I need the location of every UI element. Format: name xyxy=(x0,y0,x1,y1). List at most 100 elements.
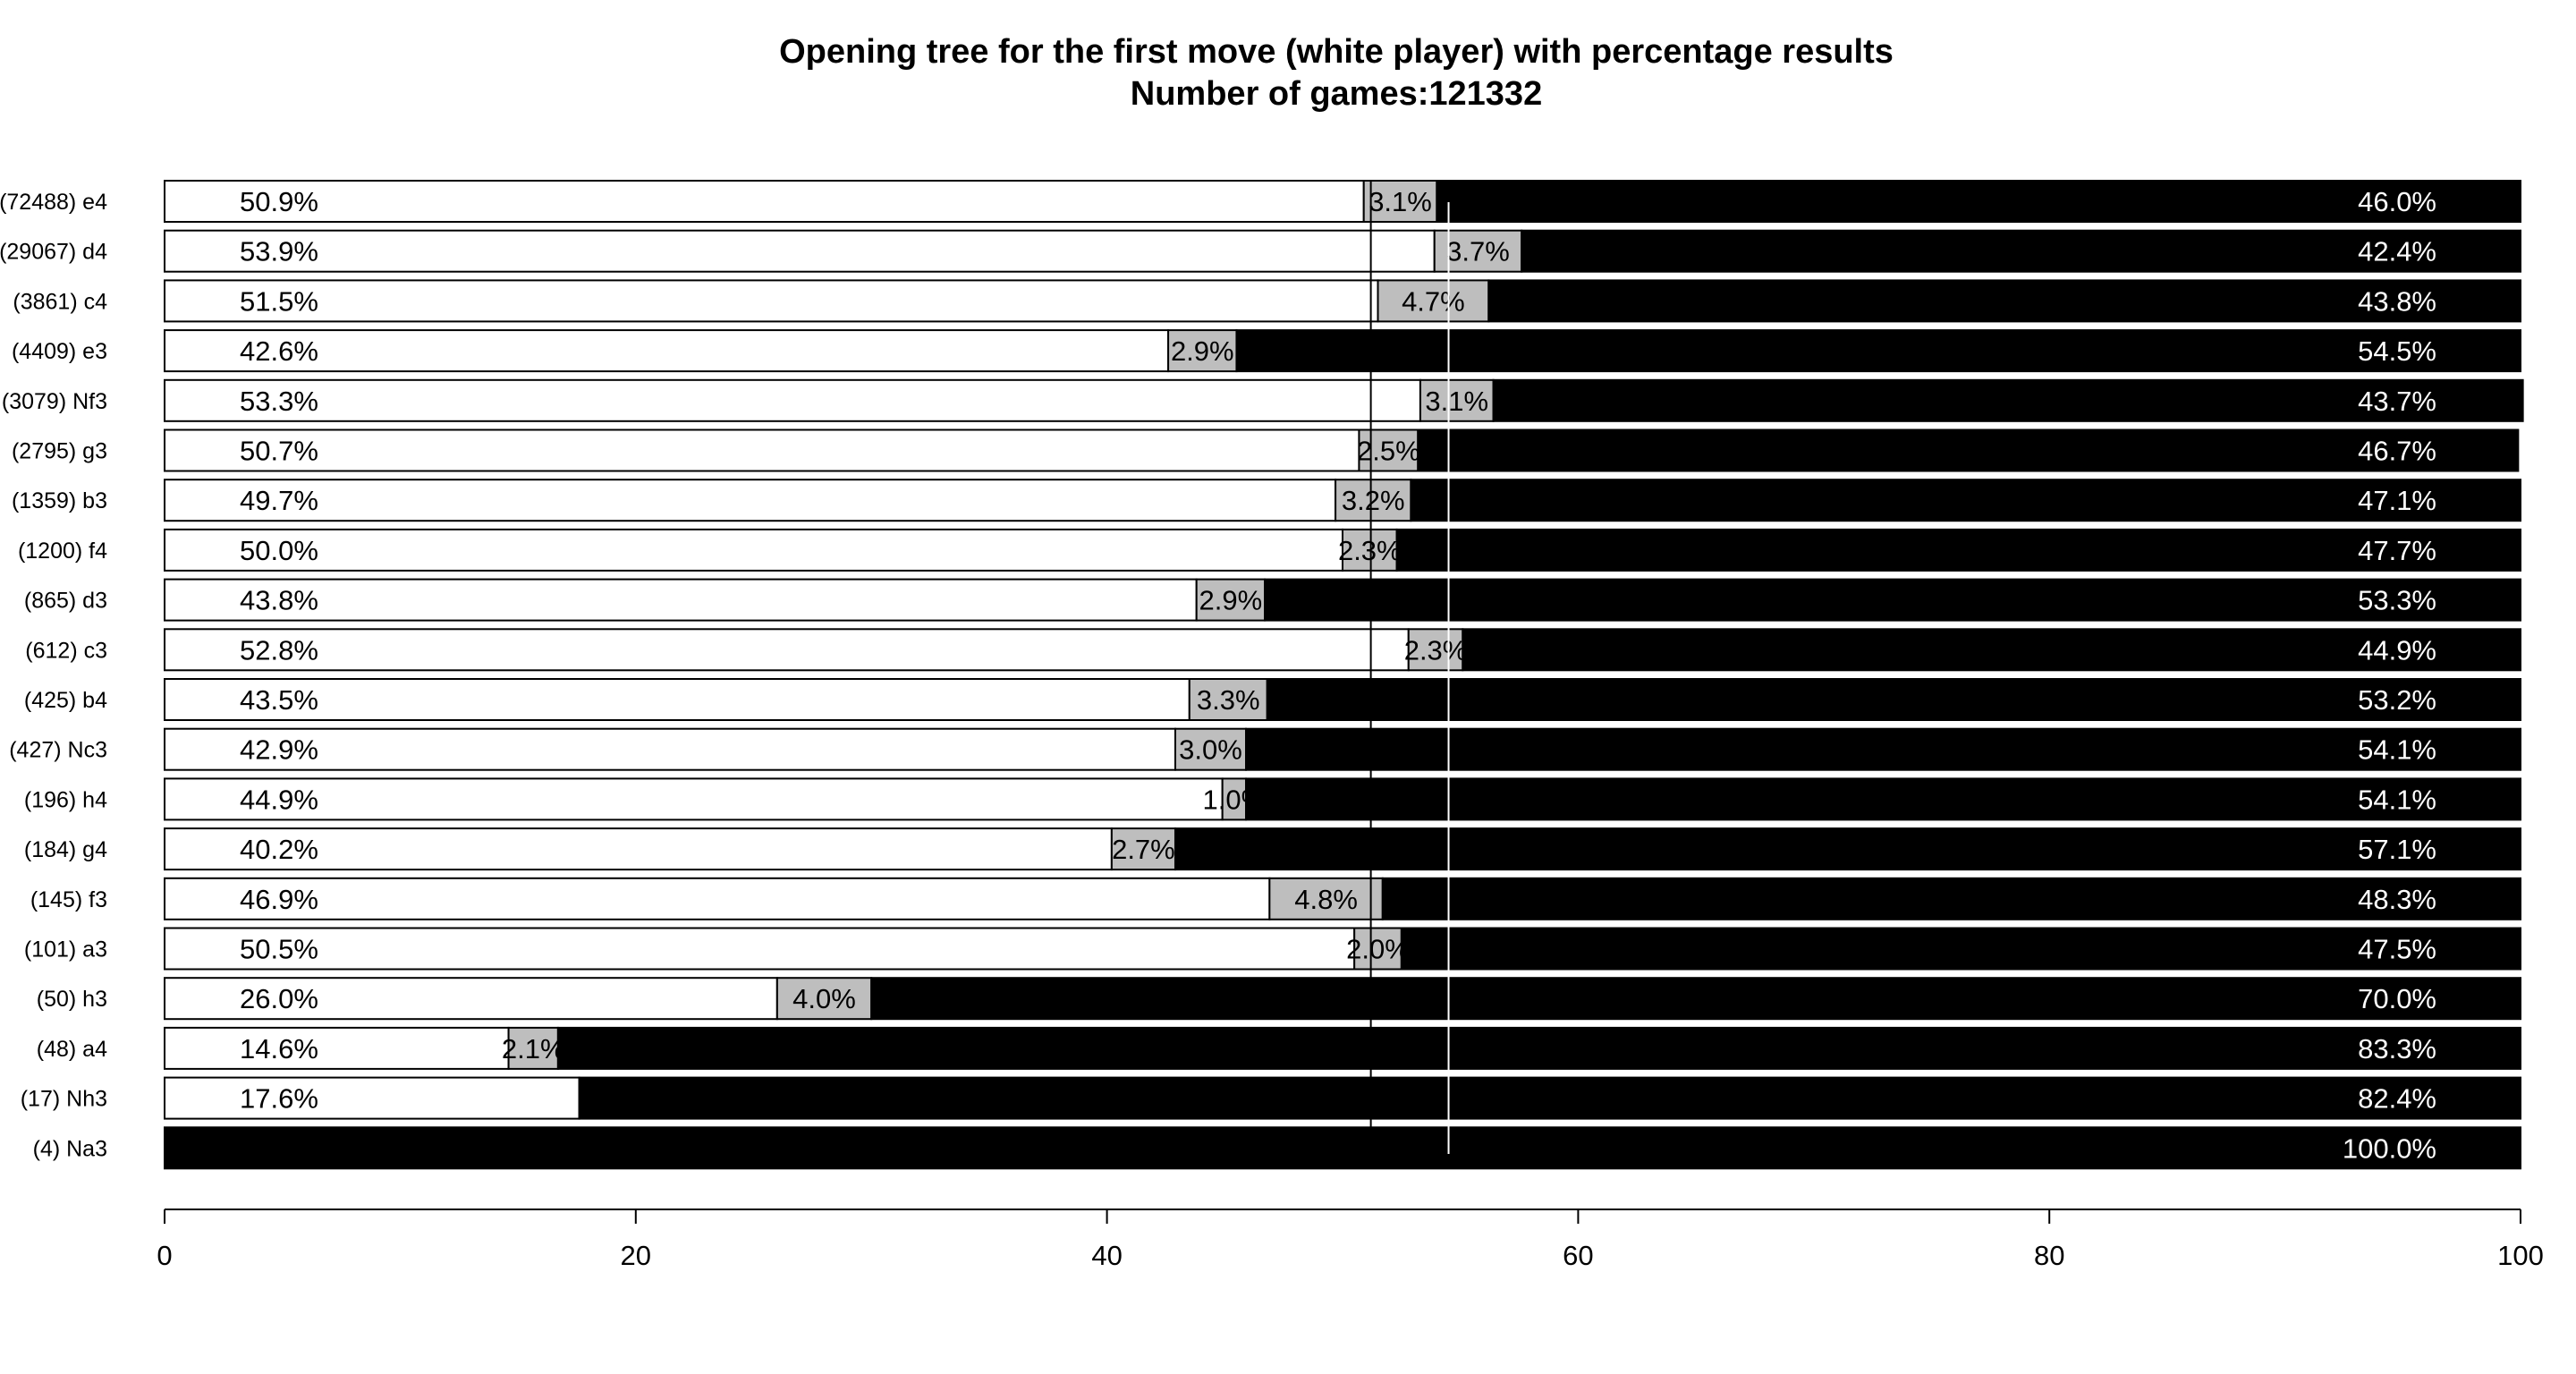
bar-black-win xyxy=(1462,628,2521,672)
label-white-win: 14.6% xyxy=(240,1033,318,1064)
bar-black-win xyxy=(1245,727,2521,771)
row-label: (4409) e3 xyxy=(12,339,107,364)
reference-lines-group xyxy=(1369,181,1450,1154)
label-black-win: 53.3% xyxy=(2358,585,2436,616)
label-black-win: 46.0% xyxy=(2358,186,2436,217)
bar-draw xyxy=(1335,479,1412,522)
label-white-win: 42.9% xyxy=(240,734,318,766)
row-label: (427) Nc3 xyxy=(9,738,107,763)
label-black-win: 57.1% xyxy=(2358,834,2436,865)
label-black-win: 54.1% xyxy=(2358,784,2436,815)
label-black-win: 83.3% xyxy=(2358,1033,2436,1064)
label-black-win: 54.5% xyxy=(2358,335,2436,367)
bar-white-win xyxy=(164,678,1191,721)
bar-black-win xyxy=(1436,180,2521,223)
bar-black-win xyxy=(1410,479,2521,522)
bar-draw xyxy=(1353,927,1402,971)
label-draw: 3.2% xyxy=(1342,485,1405,516)
bar-draw xyxy=(775,977,873,1021)
bar-white-win xyxy=(164,777,1224,821)
x-tick-label: 20 xyxy=(621,1240,651,1271)
label-draw: 4.8% xyxy=(1294,884,1358,915)
bar-black-win xyxy=(578,1076,2521,1120)
x-tick-label: 100 xyxy=(2497,1240,2544,1271)
label-draw: 2.3% xyxy=(1404,634,1468,666)
row-label: (3861) c4 xyxy=(13,289,107,314)
label-black-win: 47.5% xyxy=(2358,934,2436,965)
row-label: (612) c3 xyxy=(25,638,107,663)
label-black-win: 100.0% xyxy=(2343,1132,2436,1164)
label-draw: 2.1% xyxy=(502,1033,565,1064)
label-draw: 2.7% xyxy=(1112,834,1175,865)
bar-draw xyxy=(507,1026,559,1070)
label-black-win: 42.4% xyxy=(2358,236,2436,267)
label-draw: 2.9% xyxy=(1199,585,1263,616)
label-black-win: 54.1% xyxy=(2358,734,2436,766)
bar-black-win xyxy=(164,1126,2521,1170)
bar-draw xyxy=(1167,329,1238,373)
label-draw: 2.3% xyxy=(1338,535,1402,566)
label-draw: 3.1% xyxy=(1368,186,1432,217)
row-label: (17) Nh3 xyxy=(21,1087,107,1112)
bar-black-win xyxy=(1245,777,2521,821)
label-white-win: 52.8% xyxy=(240,634,318,666)
label-draw: 2.9% xyxy=(1171,335,1234,367)
label-white-win: 53.9% xyxy=(240,236,318,267)
row-label: (2795) g3 xyxy=(12,439,107,464)
bar-white-win xyxy=(164,628,1410,672)
label-black-win: 82.4% xyxy=(2358,1083,2436,1115)
label-draw: 2.5% xyxy=(1357,436,1420,467)
label-white-win: 46.9% xyxy=(240,884,318,915)
label-black-win: 43.7% xyxy=(2358,386,2436,417)
x-tick-label: 60 xyxy=(1563,1240,1593,1271)
label-black-win: 70.0% xyxy=(2358,983,2436,1014)
bar-black-win xyxy=(1492,378,2524,422)
row-label: (184) g4 xyxy=(24,837,107,862)
label-white-win: 50.7% xyxy=(240,436,318,467)
label-white-win: 43.8% xyxy=(240,585,318,616)
label-draw: 1.0% xyxy=(1203,784,1267,815)
label-white-win: 50.5% xyxy=(240,934,318,965)
row-label: (1200) f4 xyxy=(18,539,107,564)
label-white-win: 17.6% xyxy=(240,1083,318,1115)
x-axis: 0 20 40 60 80 100 xyxy=(157,1209,2544,1271)
row-label: (29067) d4 xyxy=(0,240,107,265)
label-black-win: 47.1% xyxy=(2358,485,2436,516)
bar-draw xyxy=(1110,827,1176,871)
row-label: (3079) Nf3 xyxy=(2,389,107,414)
label-draw: 3.1% xyxy=(1425,386,1488,417)
chart-subtitle: Number of games:121332 xyxy=(1131,75,1542,113)
row-labels-group: (72488) e4 (29067) d4 (3861) c4 (4409) e3 (3… xyxy=(0,190,107,1161)
bar-black-win xyxy=(1266,678,2521,721)
bar-white-win xyxy=(164,528,1343,572)
row-label: (865) d3 xyxy=(24,589,107,614)
row-label: (48) a4 xyxy=(37,1037,107,1062)
bar-black-win xyxy=(1487,279,2521,323)
label-black-win: 44.9% xyxy=(2358,634,2436,666)
bar-white-win xyxy=(164,279,1379,323)
bar-black-win xyxy=(1381,877,2521,920)
label-white-win: 49.7% xyxy=(240,485,318,516)
bars-group xyxy=(164,180,2524,1170)
bar-black-win xyxy=(1174,827,2521,871)
bar-black-win xyxy=(1264,578,2521,622)
bar-white-win xyxy=(164,1026,510,1070)
bar-black-win xyxy=(1400,927,2521,971)
bar-white-win xyxy=(164,428,1360,472)
bar-black-win xyxy=(870,977,2522,1021)
bar-draw xyxy=(1195,578,1267,622)
x-tick-label: 80 xyxy=(2034,1240,2064,1271)
bar-draw xyxy=(1362,180,1438,223)
label-draw: 4.0% xyxy=(792,983,856,1014)
bar-draw xyxy=(1221,777,1248,821)
x-tick-label: 40 xyxy=(1091,1240,1122,1271)
label-white-win: 43.5% xyxy=(240,684,318,716)
bar-white-win xyxy=(164,479,1337,522)
bar-draw xyxy=(1342,528,1398,572)
label-draw: 3.7% xyxy=(1446,236,1510,267)
bar-white-win xyxy=(164,329,1170,373)
label-white-win: 53.3% xyxy=(240,386,318,417)
label-white-win: 40.2% xyxy=(240,834,318,865)
row-label: (425) b4 xyxy=(24,688,107,713)
